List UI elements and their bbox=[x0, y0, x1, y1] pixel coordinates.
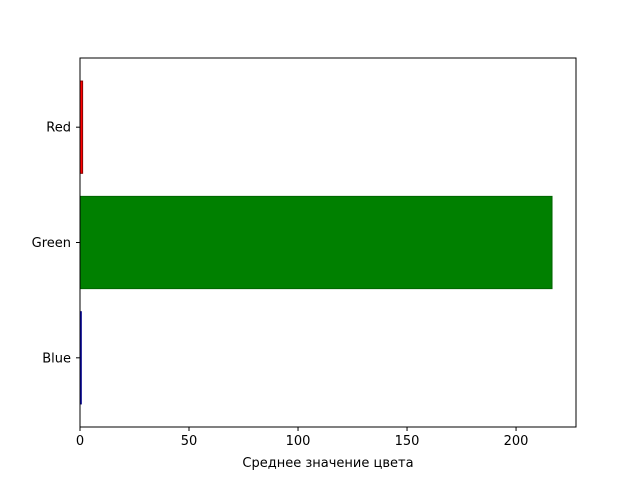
x-axis-label: Среднее значение цвета bbox=[242, 456, 413, 471]
x-tick-label: 150 bbox=[395, 434, 420, 449]
y-tick-label: Blue bbox=[42, 351, 71, 366]
y-tick-label: Green bbox=[32, 236, 71, 251]
bars-layer bbox=[79, 80, 553, 405]
x-tick-label: 50 bbox=[181, 434, 198, 449]
y-axis: Red Green Blue bbox=[32, 121, 80, 366]
x-tick-label: 200 bbox=[504, 434, 529, 449]
bar-green bbox=[79, 195, 553, 290]
x-tick-label: 100 bbox=[286, 434, 311, 449]
x-axis: 0 50 100 150 200 bbox=[76, 427, 529, 449]
y-tick-label: Red bbox=[46, 121, 71, 136]
x-tick-label: 0 bbox=[76, 434, 84, 449]
